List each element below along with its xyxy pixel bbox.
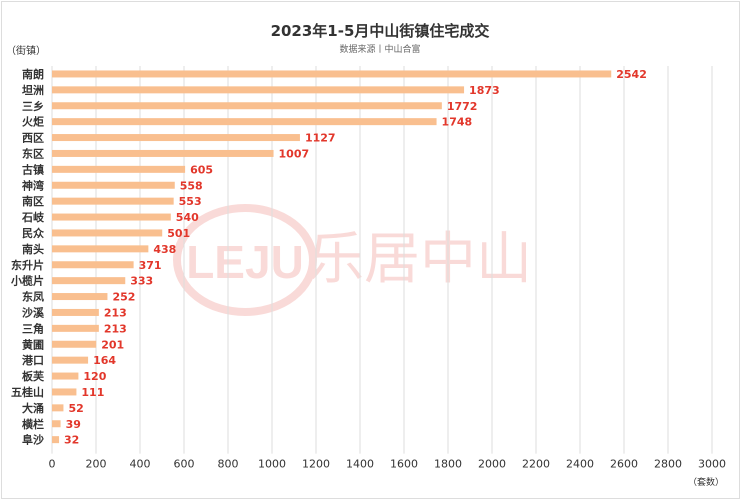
x-tick-label: 200 — [86, 458, 107, 471]
category-label: 大涌 — [22, 401, 44, 415]
bar — [52, 149, 274, 157]
category-label: 火炬 — [22, 116, 44, 129]
category-label: 神湾 — [22, 178, 44, 192]
x-tick-label: 1600 — [390, 458, 418, 471]
category-label: 阜沙 — [22, 433, 44, 447]
bar — [52, 181, 175, 189]
x-tick-label: 800 — [218, 458, 239, 471]
x-tick-label: 3000 — [698, 458, 726, 471]
bar — [52, 165, 186, 173]
category-label: 南区 — [22, 194, 44, 208]
data-label: 1007 — [279, 147, 310, 160]
data-label: 32 — [64, 434, 79, 447]
data-label: 553 — [179, 195, 202, 208]
data-label: 371 — [139, 259, 162, 272]
data-label: 252 — [112, 291, 135, 304]
bar — [52, 86, 465, 94]
bar — [52, 340, 97, 348]
category-label: 三乡 — [22, 100, 44, 113]
x-tick-label: 2000 — [478, 458, 506, 471]
bar — [52, 324, 99, 332]
category-label: 东凤 — [22, 290, 44, 304]
category-label: 东区 — [22, 146, 44, 160]
data-label: 120 — [83, 370, 106, 383]
bar — [52, 372, 79, 380]
data-label: 52 — [68, 402, 83, 415]
x-axis-label: （套数） — [688, 476, 724, 488]
bar — [52, 308, 99, 316]
data-label: 2542 — [616, 68, 647, 81]
data-label: 605 — [190, 163, 213, 176]
bar — [52, 197, 174, 205]
data-label: 213 — [104, 306, 127, 319]
category-label: 南朗 — [22, 67, 44, 81]
category-label: 小榄片 — [10, 274, 44, 288]
x-tick-label: 2200 — [522, 458, 550, 471]
data-label: 164 — [93, 354, 116, 367]
x-tick-label: 2600 — [610, 458, 638, 471]
data-label: 1873 — [469, 84, 500, 97]
category-label: 三角 — [22, 321, 44, 335]
bar — [52, 102, 442, 110]
bar — [52, 261, 134, 269]
data-label: 1748 — [442, 116, 473, 129]
category-label: 黄圃 — [22, 337, 44, 351]
category-label: 板芙 — [22, 369, 45, 383]
bar — [52, 356, 89, 364]
x-tick-label: 600 — [174, 458, 195, 471]
category-label: 东升片 — [11, 258, 44, 272]
bar — [52, 118, 437, 126]
data-label: 201 — [101, 338, 124, 351]
y-axis-label: （街镇） — [6, 44, 46, 57]
data-label: 438 — [153, 243, 176, 256]
data-label: 501 — [167, 227, 190, 240]
bar — [52, 277, 126, 285]
data-label: 1127 — [305, 132, 336, 145]
x-tick-label: 400 — [130, 458, 151, 471]
category-label: 坦洲 — [22, 83, 44, 97]
category-label: 西区 — [22, 132, 44, 145]
bar — [52, 70, 612, 78]
svg-text:乐居中山: 乐居中山 — [308, 227, 532, 292]
svg-text:LEJU: LEJU — [186, 236, 304, 288]
x-tick-label: 1800 — [434, 458, 462, 471]
x-tick-label: 2400 — [566, 458, 594, 471]
bar — [52, 436, 60, 444]
category-label: 南头 — [22, 242, 44, 256]
bar — [52, 293, 108, 301]
data-label: 111 — [81, 386, 104, 399]
bar — [52, 420, 61, 428]
bar — [52, 134, 300, 142]
data-label: 213 — [104, 322, 127, 335]
x-tick-label: 0 — [49, 458, 56, 471]
data-label: 558 — [180, 179, 203, 192]
chart-title: 2023年1-5月中山街镇住宅成交 — [271, 22, 490, 40]
x-tick-label: 1400 — [346, 458, 374, 471]
data-label: 1772 — [447, 100, 478, 113]
bar — [52, 245, 149, 253]
category-label: 古镇 — [22, 162, 44, 176]
x-tick-label: 2800 — [654, 458, 682, 471]
category-label: 沙溪 — [22, 305, 45, 319]
category-label: 港口 — [22, 353, 44, 367]
category-label: 石岐 — [21, 210, 45, 224]
bar — [52, 404, 64, 412]
category-label: 五桂山 — [11, 385, 44, 399]
watermark: LEJU 乐居中山 — [173, 204, 532, 316]
chart-subtitle: 数据来源丨中山合富 — [339, 43, 420, 55]
data-label: 540 — [176, 211, 199, 224]
bar — [52, 388, 77, 396]
data-label: 333 — [130, 275, 153, 288]
category-label: 横栏 — [22, 417, 44, 431]
data-label: 39 — [66, 418, 81, 431]
bar — [52, 229, 163, 237]
category-label: 民众 — [22, 226, 45, 240]
bar — [52, 213, 171, 221]
x-tick-label: 1000 — [258, 458, 286, 471]
x-tick-label: 1200 — [302, 458, 330, 471]
